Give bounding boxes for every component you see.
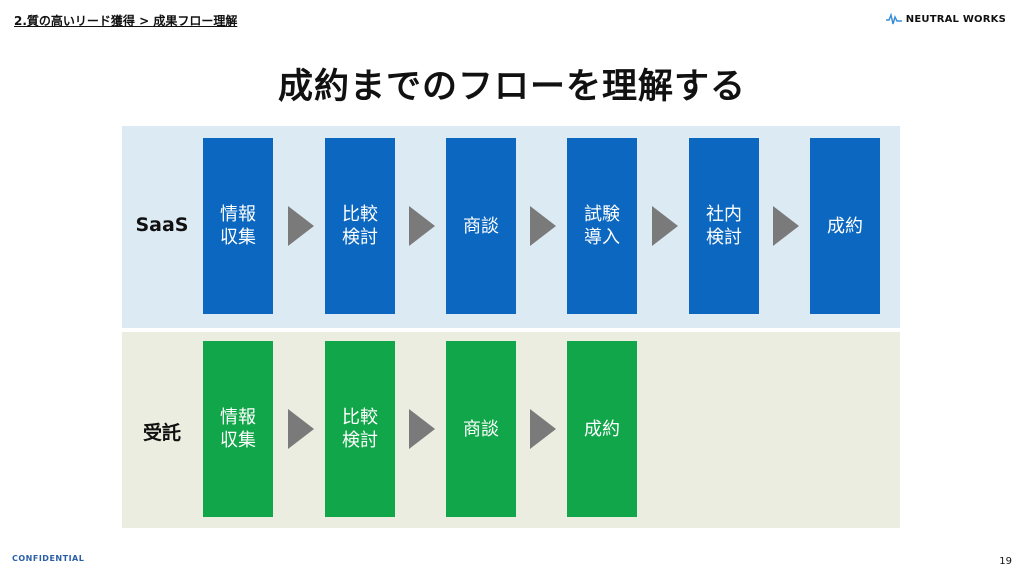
jutaku-flow-row: 受託 情報 収集 比較 検討 商談 成約 xyxy=(122,332,900,528)
confidential-label: CONFIDENTIAL xyxy=(12,554,85,563)
arrow-right-icon xyxy=(288,206,314,246)
step-box: 比較 検討 xyxy=(325,341,395,517)
logo-text: NEUTRAL WORKS xyxy=(905,13,1006,25)
arrow-right-icon xyxy=(409,409,435,449)
saas-flow-row: SaaS 情報 収集 比較 検討 商談 試験 導入 社内 検討 成約 xyxy=(122,126,900,328)
step-box: 成約 xyxy=(567,341,637,517)
step-box: 情報 収集 xyxy=(203,138,273,314)
step-box: 試験 導入 xyxy=(567,138,637,314)
logo: NEUTRAL WORKS xyxy=(885,13,1006,25)
step-box: 商談 xyxy=(446,138,516,314)
step-box: 社内 検討 xyxy=(689,138,759,314)
breadcrumb: 2.質の高いリード獲得 > 成果フロー理解 xyxy=(14,14,238,28)
arrow-right-icon xyxy=(773,206,799,246)
arrow-right-icon xyxy=(652,206,678,246)
row-label: SaaS xyxy=(135,214,189,236)
step-box: 商談 xyxy=(446,341,516,517)
step-box: 情報 収集 xyxy=(203,341,273,517)
step-box: 比較 検討 xyxy=(325,138,395,314)
arrow-right-icon xyxy=(409,206,435,246)
pulse-logo-icon xyxy=(885,13,902,25)
row-label: 受託 xyxy=(142,422,181,444)
arrow-right-icon xyxy=(530,409,556,449)
step-box: 成約 xyxy=(810,138,880,314)
arrow-right-icon xyxy=(530,206,556,246)
page-title: 成約までのフローを理解する xyxy=(277,67,746,107)
arrow-right-icon xyxy=(288,409,314,449)
page-number: 19 xyxy=(999,556,1012,567)
